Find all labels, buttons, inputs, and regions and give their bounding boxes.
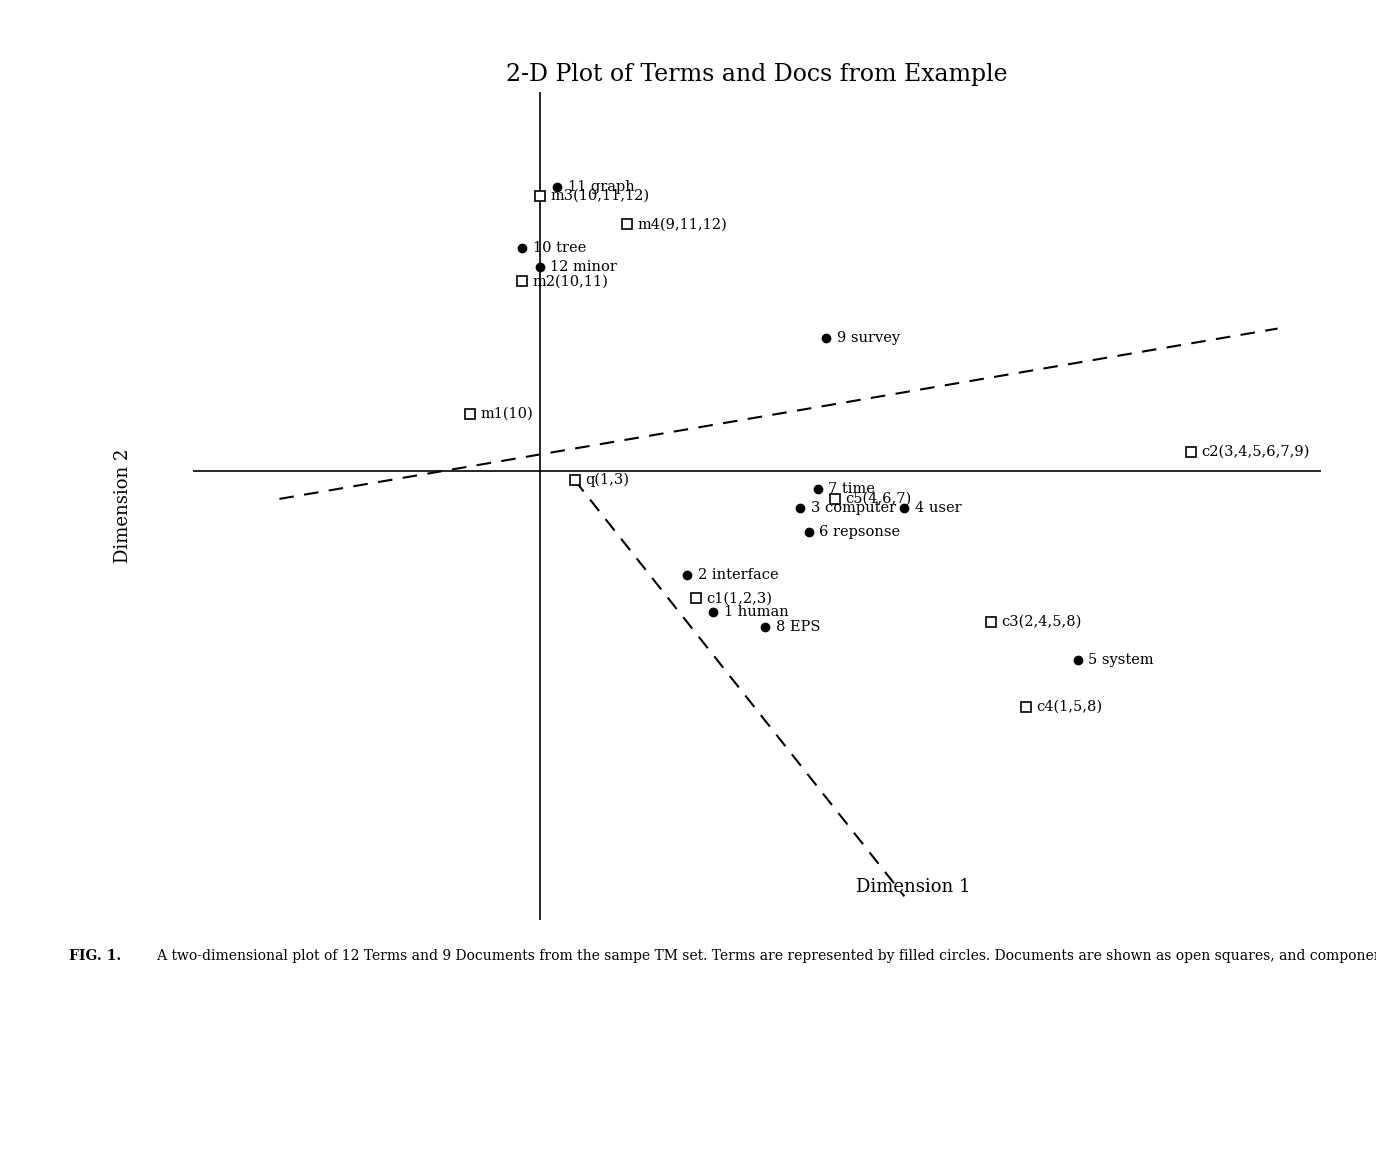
- Text: 12 minor: 12 minor: [550, 260, 616, 274]
- Text: 4 user: 4 user: [915, 501, 962, 515]
- Text: 8 EPS: 8 EPS: [776, 620, 820, 634]
- Text: A two-dimensional plot of 12 Terms and 9 Documents from the sampe TM set. Terms : A two-dimensional plot of 12 Terms and 9…: [144, 949, 1376, 964]
- Text: 1 human: 1 human: [724, 605, 788, 620]
- Text: 7 time: 7 time: [828, 483, 875, 497]
- Text: Dimension 2: Dimension 2: [114, 448, 132, 564]
- Text: c2(3,4,5,6,7,9): c2(3,4,5,6,7,9): [1201, 445, 1310, 459]
- Text: 6 repsonse: 6 repsonse: [819, 526, 900, 539]
- Text: 5 system: 5 system: [1088, 653, 1154, 667]
- Text: 2 interface: 2 interface: [698, 568, 779, 582]
- Text: 2-D Plot of Terms and Docs from Example: 2-D Plot of Terms and Docs from Example: [506, 63, 1007, 86]
- Text: 3 computer: 3 computer: [810, 501, 896, 515]
- Text: c1(1,2,3): c1(1,2,3): [706, 591, 772, 605]
- Text: q(1,3): q(1,3): [585, 473, 629, 488]
- Text: m4(9,11,12): m4(9,11,12): [637, 217, 727, 231]
- Text: FIG. 1.: FIG. 1.: [69, 949, 121, 963]
- Text: 10 tree: 10 tree: [533, 242, 586, 255]
- Text: c5(4,6,7): c5(4,6,7): [845, 492, 911, 506]
- Text: m2(10,11): m2(10,11): [533, 274, 608, 289]
- Text: c3(2,4,5,8): c3(2,4,5,8): [1002, 615, 1082, 629]
- Text: m3(10,11,12): m3(10,11,12): [550, 189, 649, 204]
- Text: Dimension 1: Dimension 1: [856, 879, 970, 896]
- Text: c4(1,5,8): c4(1,5,8): [1036, 700, 1102, 714]
- Text: m1(10): m1(10): [480, 407, 534, 421]
- Text: 9 survey: 9 survey: [837, 331, 900, 345]
- Text: 11 graph: 11 graph: [567, 179, 634, 193]
